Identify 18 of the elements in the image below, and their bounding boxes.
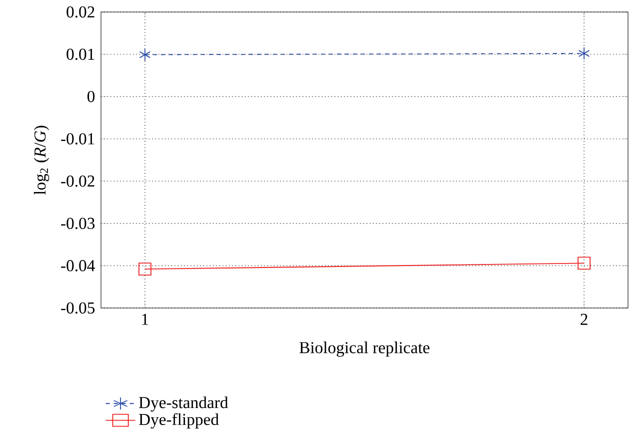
x-tick-label: 1	[142, 314, 148, 325]
x-axis-title: Biological replicate	[300, 342, 430, 357]
point	[578, 256, 591, 270]
y-tick-label: -0.02	[61, 175, 94, 187]
legend-label: Dye-standard	[138, 396, 228, 412]
legend-label: Dye-flipped	[138, 413, 219, 429]
y-tick-label: -0.01	[61, 133, 94, 144]
x-tick-label: 2	[580, 314, 588, 325]
point	[138, 262, 152, 276]
y-tick-label: -0.03	[61, 218, 95, 230]
point	[139, 48, 151, 62]
y-tick-label: 0.01	[66, 48, 94, 60]
y-tick-label: -0.04	[61, 260, 95, 272]
y-tick-label: 0.02	[66, 6, 94, 18]
y-tick-label: 0	[87, 90, 95, 102]
y-tick-label: -0.05	[61, 302, 95, 314]
y-axis-title: log$_{2}$ (R/G)	[34, 126, 50, 195]
point	[578, 46, 590, 60]
